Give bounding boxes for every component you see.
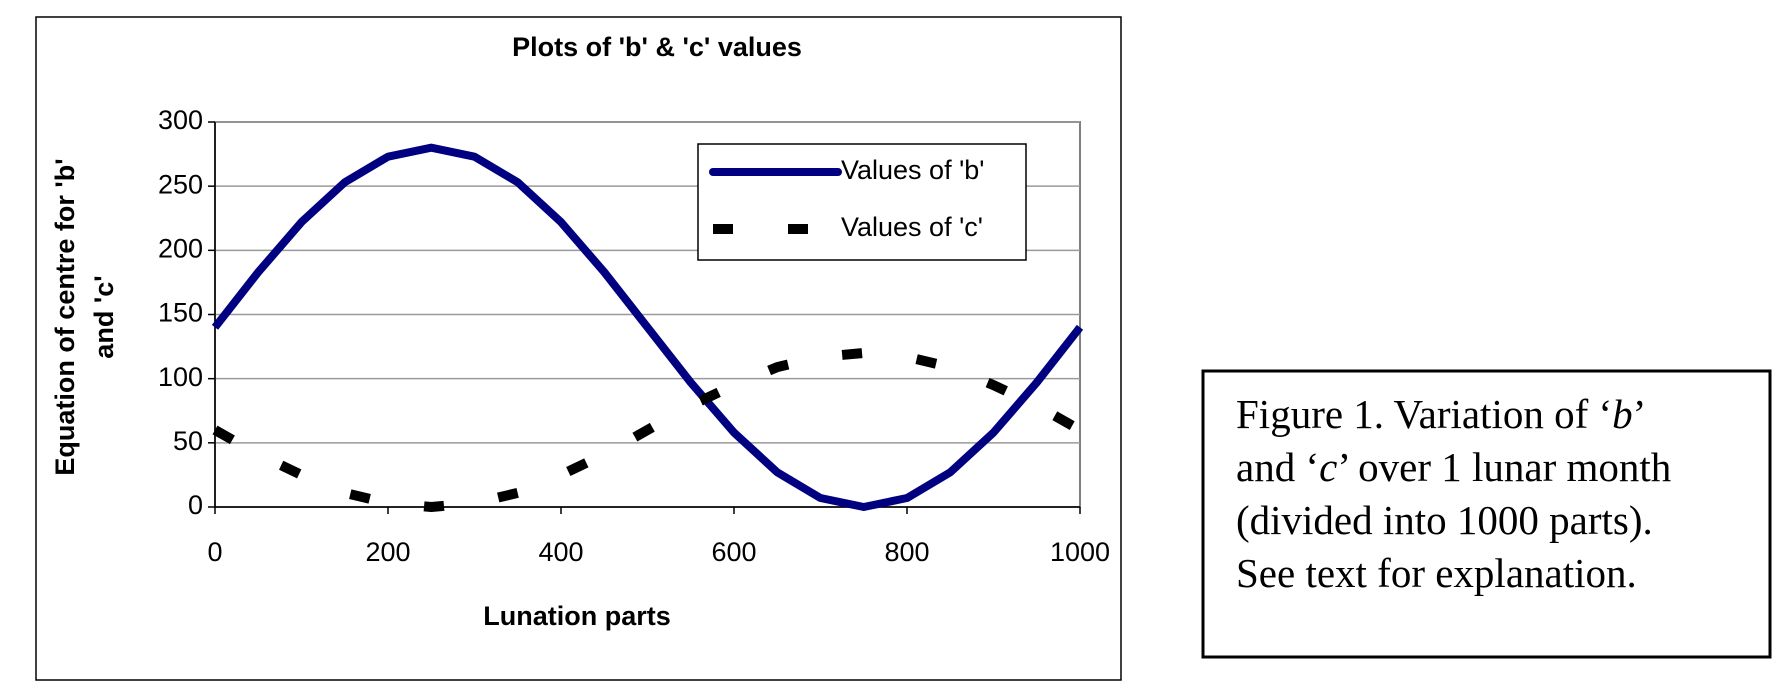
caption-run: c: [1319, 444, 1337, 490]
y-tick-label: 100: [158, 362, 203, 392]
caption-line: See text for explanation.: [1236, 550, 1637, 596]
y-tick-label: 0: [188, 490, 203, 520]
caption-run: ’ over 1 lunar month: [1337, 444, 1671, 490]
caption-box: [1201, 369, 1772, 659]
caption-run: Figure 1. Variation of ‘: [1236, 391, 1612, 437]
y-tick-label: 250: [158, 169, 203, 199]
chart-title: Plots of 'b' & 'c' values: [512, 32, 802, 62]
series-line: [212, 348, 1083, 512]
caption-line: Figure 1. Variation of ‘b’: [1236, 391, 1646, 437]
x-tick-label: 200: [365, 537, 410, 567]
caption-line: (divided into 1000 parts).: [1236, 497, 1653, 543]
legend-label: Values of 'c': [841, 212, 983, 242]
series-line: [211, 143, 1084, 511]
x-tick-label: 600: [711, 537, 756, 567]
y-tick-label: 200: [158, 233, 203, 263]
y-axis-label-line: and 'c': [89, 275, 119, 358]
y-tick-label: 150: [158, 298, 203, 328]
caption-run: b: [1612, 391, 1633, 437]
x-axis-label: Lunation parts: [483, 601, 671, 631]
x-tick-label: 800: [884, 537, 929, 567]
x-tick-label: 400: [538, 537, 583, 567]
y-axis-label-line: Equation of centre for 'b': [50, 158, 80, 475]
caption-run: ’: [1633, 391, 1647, 437]
caption-run: See text for explanation.: [1236, 550, 1637, 596]
caption-line: and ‘c’ over 1 lunar month: [1236, 444, 1671, 490]
x-tick-label: 0: [207, 537, 222, 567]
y-tick-label: 300: [158, 105, 203, 135]
x-tick-label: 1000: [1050, 537, 1110, 567]
y-tick-label: 50: [173, 426, 203, 456]
caption-run: and ‘: [1236, 444, 1319, 490]
y-axis-label: Equation of centre for 'b' and 'c': [50, 158, 119, 475]
legend-label: Values of 'b': [841, 155, 984, 185]
caption-run: (divided into 1000 parts).: [1236, 497, 1653, 543]
legend-box: [697, 143, 1027, 261]
